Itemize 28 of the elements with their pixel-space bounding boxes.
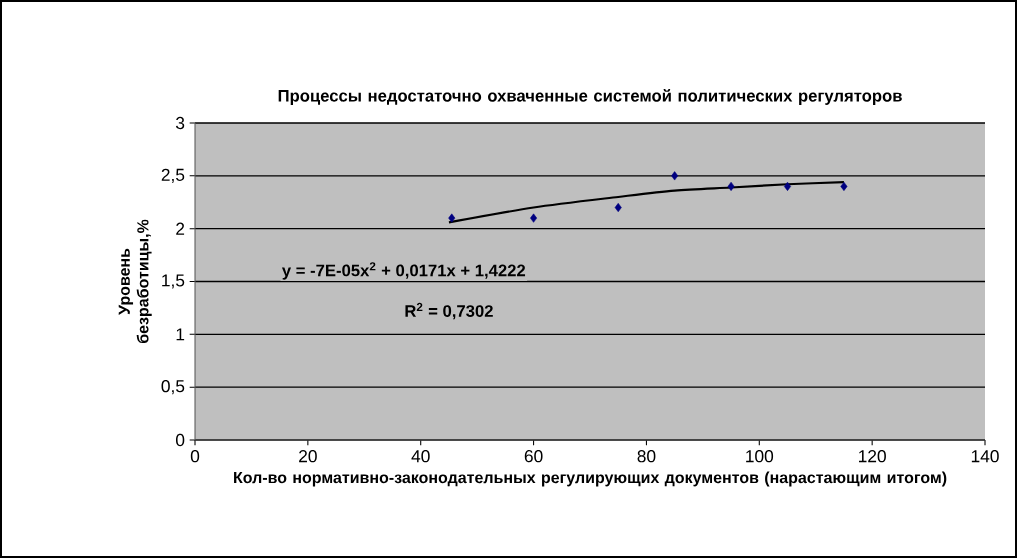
x-axis-title: Кол-во нормативно-законодательных регулирующих документов (нарастающим итогом) — [234, 471, 947, 487]
x-tick-label: 80 — [637, 450, 656, 463]
y-tick-label: 1,5 — [162, 274, 185, 289]
chart-title: Процессы недостаточно охваченные системой политических регуляторов — [278, 89, 902, 105]
point — [614, 203, 622, 213]
point — [530, 213, 538, 223]
y-tick-label: 3 — [175, 116, 185, 130]
point — [671, 171, 679, 181]
x-tick-label: 100 — [746, 450, 774, 463]
annotation: R$^{2}$ = 0,7302 — [405, 302, 493, 320]
x-tick-label: 120 — [859, 450, 886, 463]
point — [727, 181, 735, 191]
annotation: y = -7E-05x$^{2}$ + 0,0171x + 1,4222 — [281, 262, 526, 280]
x-tick-label: 60 — [524, 450, 543, 463]
y-tick-label: 0,5 — [161, 380, 185, 395]
x-tick-label: 140 — [971, 450, 999, 463]
y-tick-label: 2,5 — [161, 168, 185, 183]
y-axis-title: Уровень безработицы,% — [118, 219, 152, 344]
x-tick-label: 40 — [411, 450, 430, 463]
y-tick-label: 2 — [176, 222, 185, 235]
point — [840, 181, 848, 191]
y-tick-label: 1 — [176, 328, 185, 341]
line-series — [447, 181, 846, 224]
x-tick-label: 0 — [190, 450, 200, 463]
x-tick-label: 20 — [299, 450, 317, 463]
point — [448, 213, 456, 223]
y-tick-label: 0 — [175, 433, 185, 447]
point — [784, 181, 791, 191]
